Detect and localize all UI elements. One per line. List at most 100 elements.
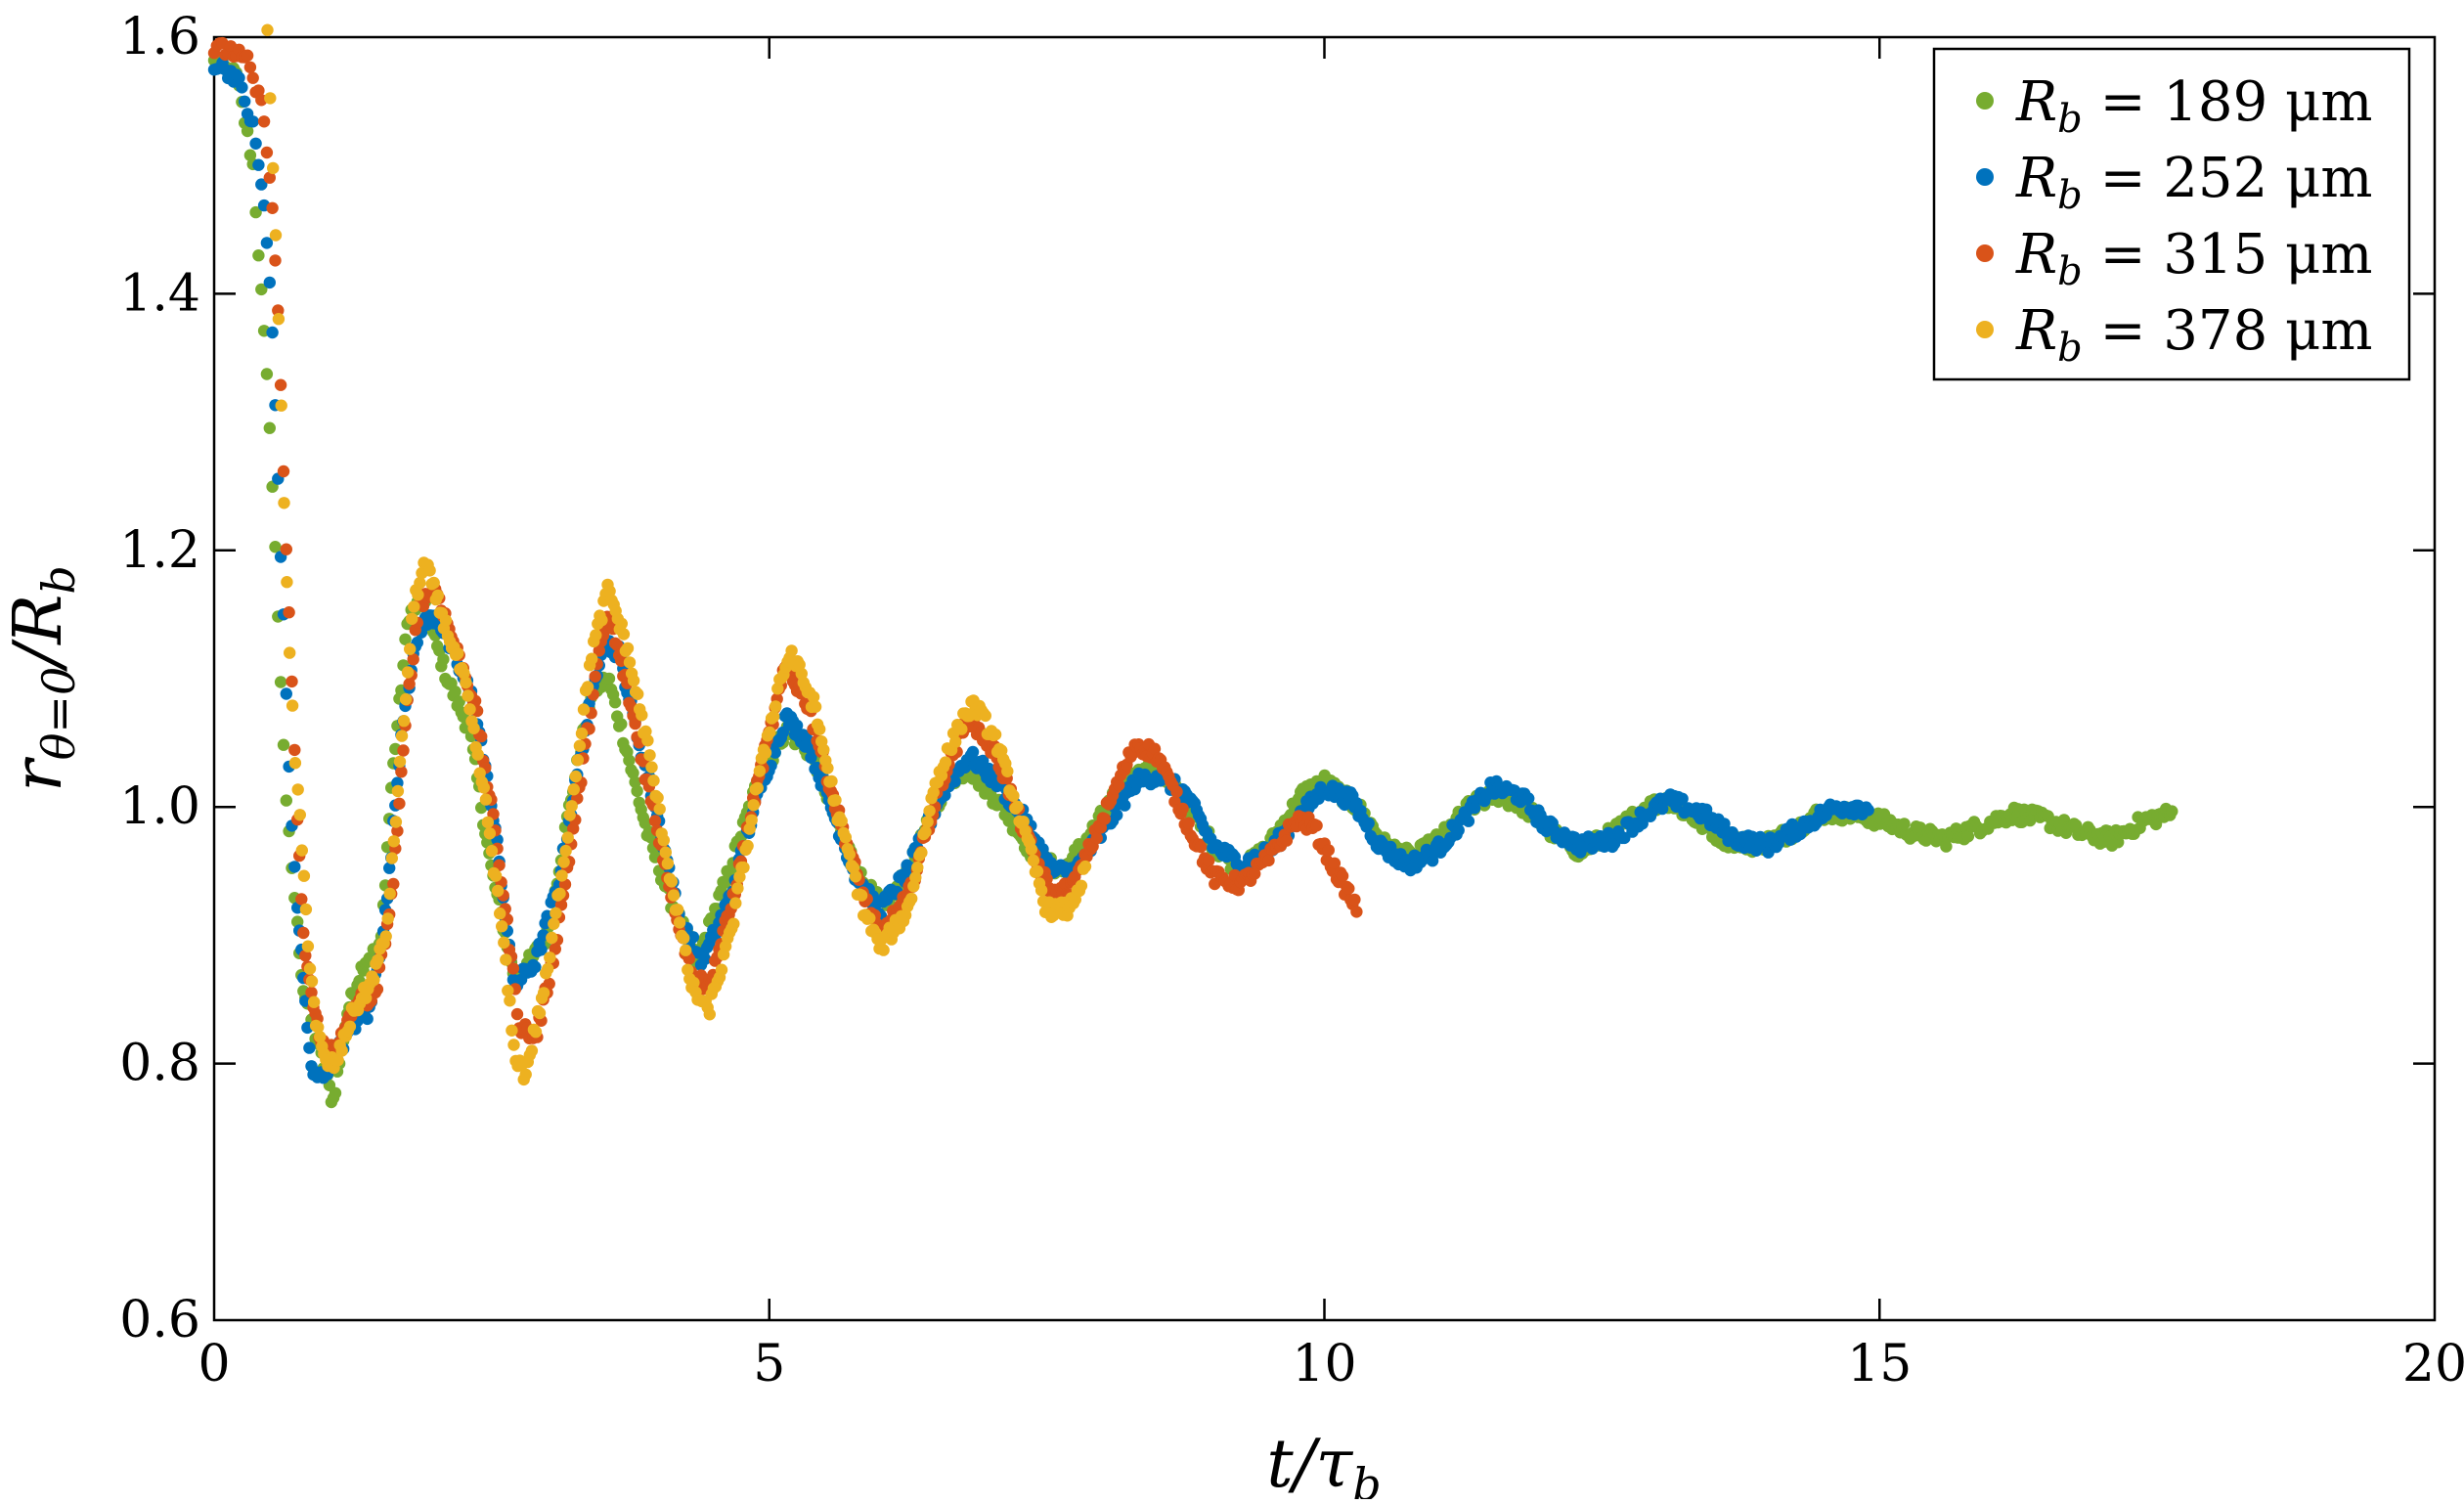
data-point (261, 23, 274, 36)
data-point (989, 728, 1002, 741)
data-point (817, 743, 830, 756)
data-point (295, 893, 308, 906)
data-point (252, 158, 265, 171)
data-point (391, 824, 404, 837)
data-point (1310, 819, 1323, 832)
data-point (458, 667, 470, 680)
data-point (372, 953, 384, 966)
data-point (770, 700, 782, 713)
data-point (303, 1041, 316, 1054)
x-tick-label: 20 (2402, 1335, 2464, 1393)
data-point (368, 973, 380, 987)
data-point (431, 589, 444, 602)
data-point (586, 652, 598, 665)
data-point (557, 856, 570, 868)
data-point (397, 715, 411, 728)
legend-marker (1976, 92, 1994, 110)
y-tick-label: 1.6 (119, 8, 200, 66)
data-point (921, 816, 934, 828)
data-point (331, 1054, 344, 1067)
data-point (1350, 906, 1363, 918)
data-point (1862, 804, 1874, 817)
data-point (274, 378, 287, 391)
data-point (659, 846, 672, 859)
data-point (385, 852, 398, 864)
data-point (821, 762, 834, 774)
data-point (639, 725, 652, 738)
data-point (1176, 802, 1189, 816)
data-point (747, 799, 760, 812)
data-point (404, 642, 417, 655)
data-point (269, 541, 282, 553)
data-point (667, 889, 681, 902)
data-point (790, 719, 804, 732)
data-point (263, 171, 276, 184)
data-point (243, 61, 257, 73)
data-point (615, 718, 628, 730)
data-point (1119, 799, 1131, 812)
data-point (510, 1007, 524, 1021)
data-point (1075, 879, 1088, 892)
data-point (255, 178, 268, 191)
data-point (1011, 800, 1024, 813)
data-point (632, 687, 644, 700)
data-point (1078, 860, 1092, 873)
data-point (661, 857, 675, 870)
data-point (504, 995, 516, 1007)
y-tick-label: 1.2 (119, 521, 200, 580)
data-point (1452, 823, 1465, 837)
data-point (1111, 809, 1123, 821)
data-point (471, 748, 484, 761)
data-point (312, 1021, 325, 1034)
data-point (263, 276, 276, 289)
data-point (745, 814, 758, 826)
data-point (567, 783, 580, 796)
data-point (1348, 893, 1361, 907)
data-point (361, 1012, 374, 1026)
data-point (1462, 815, 1475, 827)
data-point (569, 770, 582, 783)
data-point (241, 124, 254, 138)
data-point (645, 761, 658, 774)
data-point (401, 666, 415, 679)
data-point (1718, 818, 1731, 830)
data-point (280, 794, 292, 807)
data-point (295, 844, 308, 857)
data-point (680, 944, 692, 956)
data-point (477, 781, 490, 794)
data-point (529, 960, 542, 974)
data-point (303, 962, 317, 975)
data-point (423, 564, 436, 577)
data-point (1027, 854, 1040, 867)
data-point (272, 313, 286, 326)
data-point (571, 754, 585, 767)
data-point (491, 884, 505, 898)
data-point (629, 717, 641, 730)
data-point (299, 903, 313, 916)
data-point (595, 614, 608, 627)
x-ticks: 0 5 10 15 20 (198, 37, 2464, 1393)
data-point (1322, 844, 1336, 857)
data-point (863, 911, 876, 925)
data-point (381, 912, 394, 925)
data-point (809, 700, 822, 713)
data-point (603, 585, 616, 597)
data-point (575, 727, 589, 740)
data-point (252, 84, 265, 97)
data-point (293, 809, 306, 821)
data-point (427, 576, 440, 590)
data-point (246, 115, 259, 128)
data-point (288, 757, 302, 770)
data-point (909, 871, 922, 884)
data-point (266, 201, 279, 214)
data-point (623, 656, 637, 669)
data-point (1148, 742, 1162, 755)
data-point (291, 783, 304, 796)
data-point (673, 916, 686, 929)
data-point (855, 889, 868, 902)
data-point (263, 421, 276, 434)
data-point (236, 81, 248, 94)
data-point (546, 931, 558, 945)
data-point (1098, 813, 1112, 825)
